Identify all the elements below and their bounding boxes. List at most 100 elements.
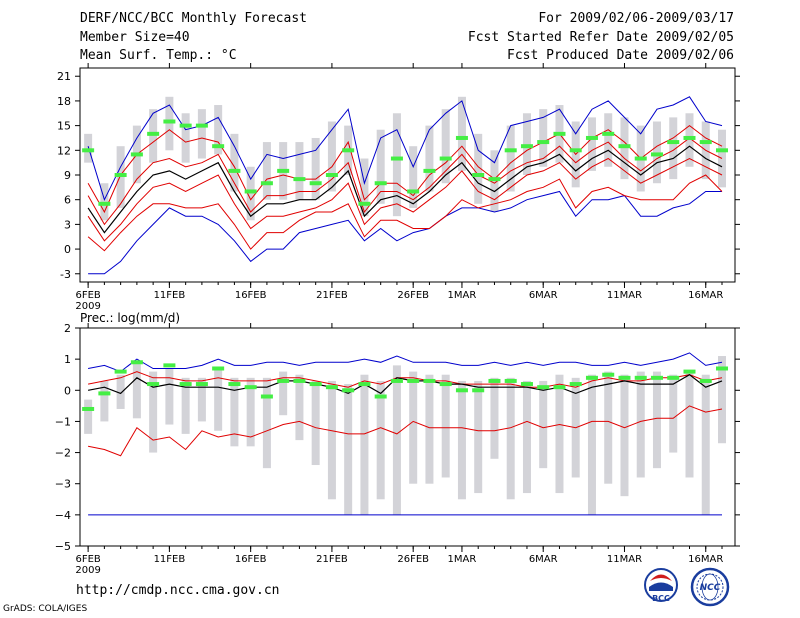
spread-box [409, 371, 418, 484]
ncc-logo-text: NCC [700, 583, 721, 593]
spread-box [376, 380, 385, 500]
observed-marker [374, 181, 387, 186]
x-tick-label: 16FEB [235, 290, 267, 301]
spread-box [279, 371, 288, 416]
spread-box [100, 183, 109, 221]
x-tick-label: 26FEB [397, 290, 429, 301]
year-label: 2009 [75, 301, 100, 312]
observed-marker [553, 131, 566, 136]
x-tick-label: 6MAR [529, 290, 558, 301]
observed-marker [374, 394, 387, 399]
observed-marker [504, 378, 517, 383]
spread-box [165, 368, 174, 425]
observed-marker [179, 382, 192, 387]
observed-marker [407, 378, 420, 383]
observed-marker [212, 366, 225, 371]
plot-frame [79, 327, 736, 547]
series-line-min [87, 174, 723, 252]
observed-marker [569, 382, 582, 387]
observed-marker [537, 140, 550, 145]
observed-marker [683, 135, 696, 140]
spread-box [392, 113, 401, 217]
spread-box [181, 377, 190, 434]
y-tick-label: 9 [64, 169, 71, 182]
spread-box [604, 371, 613, 484]
observed-marker [472, 173, 485, 177]
spread-box [360, 158, 369, 217]
observed-marker [634, 375, 647, 380]
series-line-q50 [87, 373, 723, 395]
observed-marker [520, 382, 533, 387]
observed-marker [342, 388, 355, 393]
observed-marker [488, 378, 501, 383]
y-tick-label: 3 [64, 218, 71, 231]
observed-marker [683, 369, 696, 374]
y-tick-label: −5 [55, 540, 71, 553]
observed-marker [667, 375, 680, 380]
spread-box [84, 399, 93, 434]
observed-marker [423, 168, 436, 173]
observed-marker [618, 375, 631, 380]
spread-box [539, 109, 548, 167]
spread-box [327, 380, 336, 500]
observed-marker [277, 378, 290, 383]
observed-marker [455, 135, 468, 140]
observed-marker [699, 140, 712, 145]
series-line-max [88, 371, 723, 388]
agency-logos: BCC NCC [644, 567, 730, 607]
series-line-q50 [87, 145, 723, 234]
spread-box [587, 117, 596, 171]
observed-marker [98, 391, 111, 396]
spread-box [604, 113, 613, 167]
observed-marker [455, 388, 468, 393]
spread-box [84, 133, 93, 163]
spread-box [376, 129, 385, 204]
y-tick-label: −1 [55, 415, 71, 428]
observed-marker [82, 406, 95, 411]
spread-box [230, 377, 239, 447]
spread-box [620, 374, 629, 497]
bcc-logo: BCC [644, 568, 678, 603]
observed-marker [147, 382, 160, 387]
spread-box [506, 125, 515, 192]
spread-box [701, 374, 710, 515]
observed-marker [520, 144, 533, 149]
forecast-period-label: For 2009/02/06-2009/03/17 [538, 11, 734, 26]
spread-box [425, 374, 434, 484]
variable-label: Mean Surf. Temp.: °C [80, 48, 237, 63]
y-tick-label: 21 [57, 70, 71, 83]
series-line-upper [87, 96, 723, 202]
observed-marker [277, 168, 290, 173]
spread-box [490, 150, 499, 213]
x-tick-label: 6MAR [529, 554, 558, 565]
spread-box [165, 96, 174, 151]
observed-marker [114, 173, 127, 177]
observed-marker [390, 378, 403, 383]
spread-box [149, 371, 158, 453]
spread-box [522, 380, 531, 494]
spread-box [100, 380, 109, 422]
spread-box [539, 380, 548, 469]
spread-box [360, 374, 369, 515]
series-line-q75 [87, 137, 723, 226]
spread-box [214, 368, 223, 431]
spread-box [506, 377, 515, 500]
observed-marker [228, 168, 241, 173]
observed-marker [537, 385, 550, 390]
y-tick-label: 15 [57, 120, 71, 133]
spread-box [717, 356, 726, 444]
spread-box [214, 105, 223, 155]
spread-box [230, 133, 239, 192]
spread-box [636, 371, 645, 478]
spread-box [262, 377, 271, 469]
spread-box [685, 113, 694, 167]
spread-box [311, 380, 320, 466]
y-tick-label: 12 [57, 144, 71, 157]
x-tick-label: 11MAR [607, 554, 642, 565]
x-tick-label: 16MAR [688, 554, 723, 565]
y-tick-label: −3 [55, 478, 71, 491]
observed-marker [163, 119, 176, 124]
spread-box [717, 129, 726, 188]
